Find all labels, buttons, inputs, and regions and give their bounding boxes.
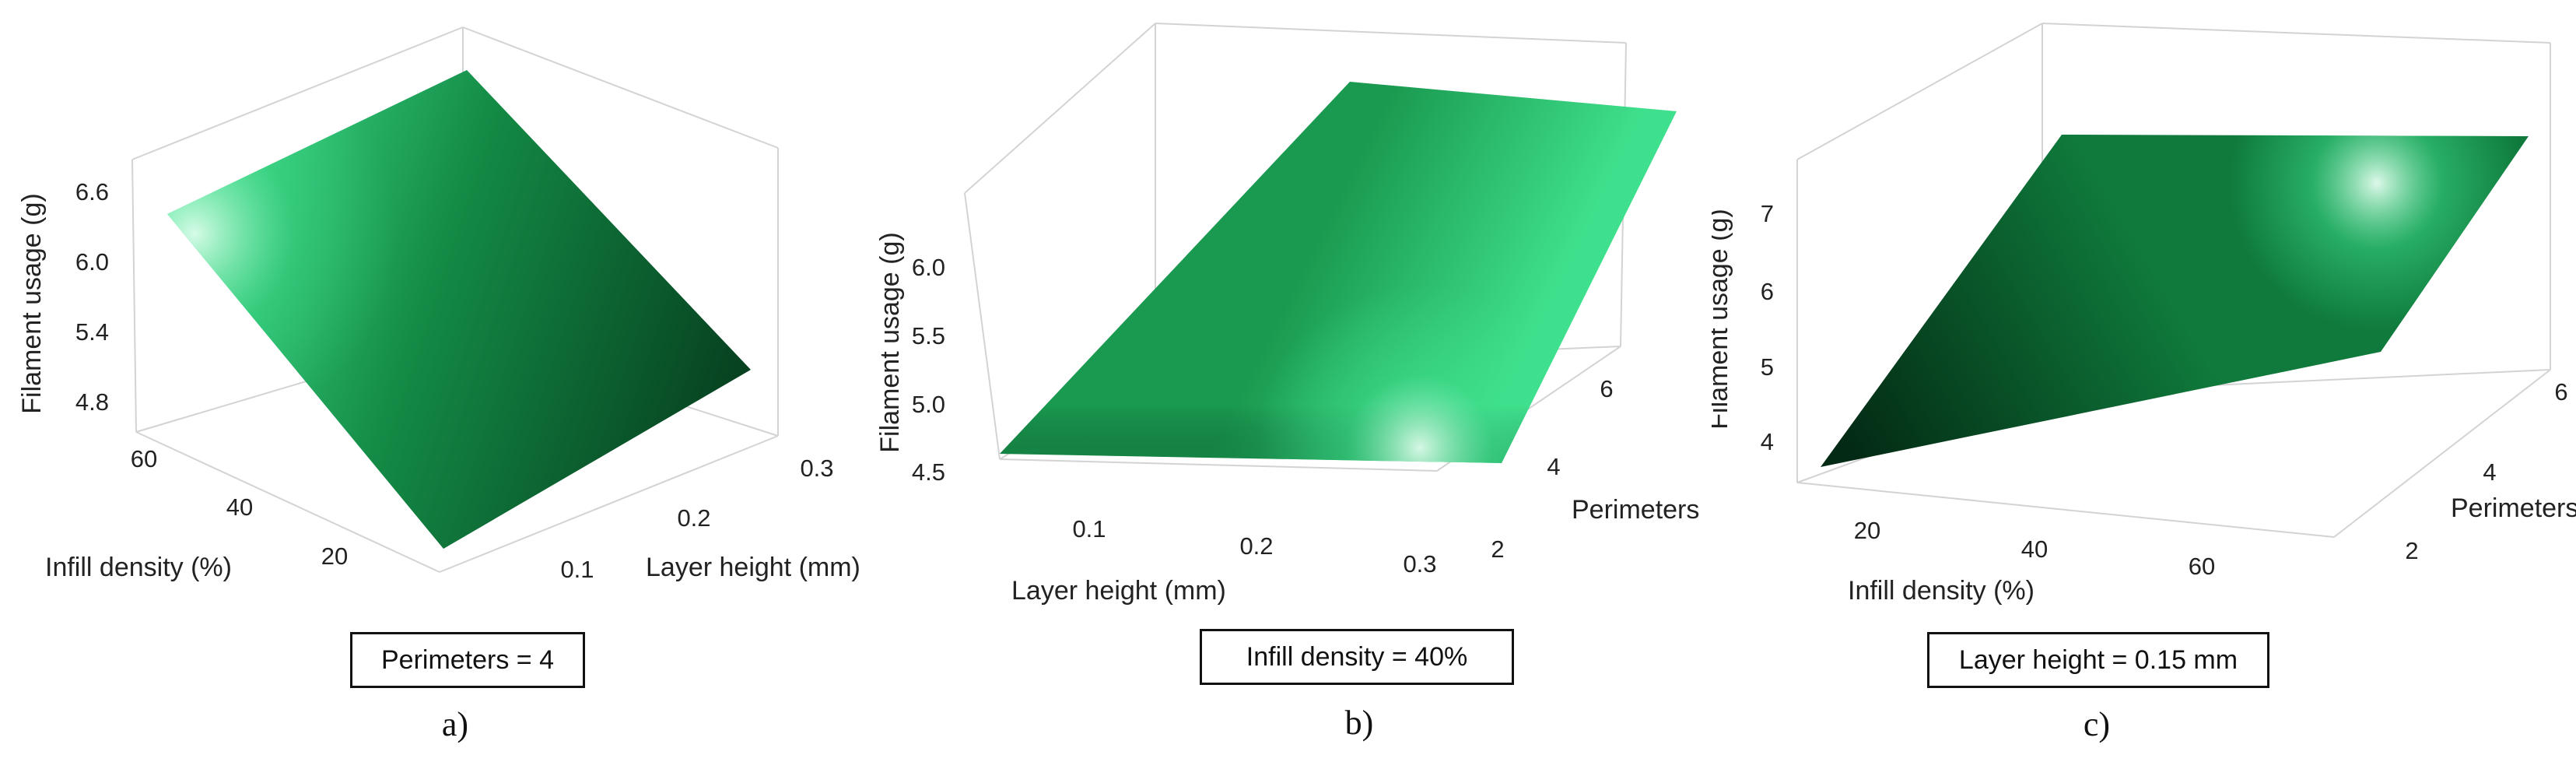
y-tick-label: 2 — [2405, 537, 2418, 564]
y-axis-label: Perimeters — [1572, 495, 1699, 525]
x-axis-label: Infill density (%) — [1848, 576, 2035, 606]
panel-b: 6.0 5.5 5.0 4.5 Filament usage (g) 0.1 0… — [860, 0, 1716, 769]
fixed-condition-text: Infill density = 40% — [1246, 642, 1468, 672]
panel-caption: b) — [1344, 704, 1374, 742]
z-tick-label: 7 — [1761, 200, 1774, 227]
panel-caption: a) — [441, 705, 469, 743]
z-axis-c: 7 6 5 4 Filament usage (g) — [1712, 200, 1774, 455]
panel-c: 7 6 5 4 Filament usage (g) 20 40 60 Infi… — [1712, 0, 2576, 769]
x-tick-label: 60 — [131, 445, 157, 472]
x-axis-b: 0.1 0.2 0.3 Layer height (mm) — [1011, 515, 1437, 606]
x-tick-label: 20 — [1854, 517, 1880, 544]
fixed-condition-box: Infill density = 40% — [1200, 629, 1514, 685]
z-tick-label: 4 — [1761, 428, 1774, 455]
y-tick-label: 0.1 — [560, 556, 594, 583]
z-axis-a: 6.6 6.0 5.4 4.8 Filament usage (g) — [17, 178, 109, 416]
x-tick-label: 60 — [2189, 553, 2215, 580]
y-tick-label: 6 — [2554, 378, 2567, 406]
z-tick-label: 6 — [1761, 278, 1774, 305]
z-tick-label: 4.8 — [75, 388, 109, 416]
y-tick-label: 4 — [1547, 453, 1560, 480]
y-tick-label: 6 — [1600, 375, 1613, 402]
x-axis-c: 20 40 60 Infill density (%) — [1848, 517, 2215, 606]
x-tick-label: 20 — [321, 543, 348, 570]
z-axis-label: Filament usage (g) — [875, 232, 905, 452]
z-tick-label: 6.6 — [75, 178, 109, 205]
y-tick-label: 4 — [2483, 458, 2496, 486]
y-tick-label: 0.3 — [800, 455, 833, 482]
fixed-condition-box: Layer height = 0.15 mm — [1927, 632, 2269, 688]
y-axis-c: 2 4 6 Perimeters — [2405, 378, 2576, 564]
surface-b — [1000, 82, 1677, 463]
x-axis-label: Layer height (mm) — [1011, 576, 1226, 606]
fixed-condition-text: Perimeters = 4 — [380, 645, 555, 675]
x-tick-label: 0.3 — [1403, 550, 1436, 578]
y-axis-a: 0.1 0.2 0.3 Layer height (mm) — [560, 455, 860, 583]
surface-plot-a: 6.6 6.0 5.4 4.8 Filament usage (g) 60 40… — [17, 26, 860, 583]
x-tick-label: 0.1 — [1072, 515, 1106, 543]
z-tick-label: 6.0 — [75, 248, 109, 276]
x-tick-label: 40 — [2021, 535, 2048, 563]
y-axis-b: 2 4 6 Perimeters — [1491, 375, 1699, 563]
z-tick-label: 5 — [1761, 353, 1774, 381]
x-tick-label: 0.2 — [1239, 532, 1273, 560]
y-axis-label: Layer height (mm) — [646, 553, 860, 582]
x-axis-a: 60 40 20 Infill density (%) — [45, 445, 348, 582]
z-tick-label: 5.5 — [912, 322, 945, 349]
z-tick-label: 4.5 — [912, 458, 945, 486]
y-tick-label: 2 — [1491, 535, 1504, 563]
y-axis-label: Perimeters — [2451, 493, 2576, 523]
panel-a: 6.6 6.0 5.4 4.8 Filament usage (g) 60 40… — [0, 0, 864, 769]
surface-plot-b: 6.0 5.5 5.0 4.5 Filament usage (g) 0.1 0… — [875, 23, 1699, 606]
x-axis-label: Infill density (%) — [45, 553, 232, 582]
panel-caption: c) — [2083, 705, 2111, 743]
surface-c — [1821, 135, 2529, 467]
y-tick-label: 0.2 — [677, 504, 710, 532]
fixed-condition-box: Perimeters = 4 — [350, 632, 585, 688]
z-axis-label: Filament usage (g) — [1712, 209, 1733, 429]
z-axis-label: Filament usage (g) — [17, 193, 47, 413]
surface-a — [167, 70, 751, 549]
z-tick-label: 5.4 — [75, 318, 109, 346]
fixed-condition-text: Layer height = 0.15 mm — [1958, 645, 2238, 675]
x-tick-label: 40 — [226, 493, 253, 521]
z-tick-label: 5.0 — [912, 391, 945, 418]
z-axis-b: 6.0 5.5 5.0 4.5 Filament usage (g) — [875, 232, 945, 486]
z-tick-label: 6.0 — [912, 254, 945, 281]
surface-plot-c: 7 6 5 4 Filament usage (g) 20 40 60 Infi… — [1712, 23, 2576, 606]
